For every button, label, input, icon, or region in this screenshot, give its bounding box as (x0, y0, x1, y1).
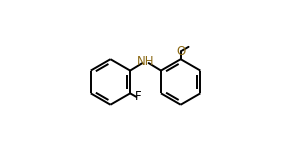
Text: NH: NH (137, 55, 154, 68)
Text: F: F (135, 90, 141, 103)
Text: O: O (176, 45, 185, 58)
